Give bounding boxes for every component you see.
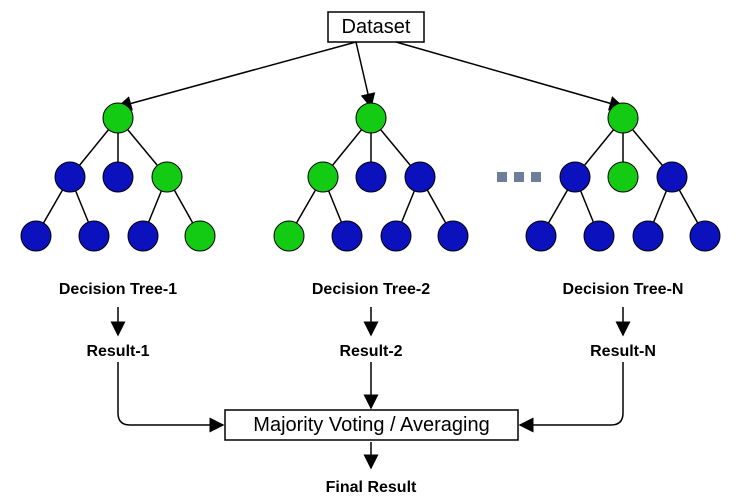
tree0-node-2 [103,162,133,192]
tree2-node-2 [608,162,638,192]
tree0-node-6 [128,221,158,251]
tree1-node-2 [356,162,386,192]
result-arrow-right [520,362,623,425]
tree2-result: Result-N [590,343,656,360]
tree0-result: Result-1 [86,343,149,360]
tree0-node-7 [185,221,215,251]
dataset-arrow-1 [356,42,371,107]
tree2-node-1 [560,162,590,192]
dataset-box-label: Dataset [342,16,411,38]
final-result-label: Final Result [326,479,417,496]
tree2-node-6 [633,221,663,251]
tree2-label: Decision Tree-N [563,281,684,298]
ellipsis-dot [497,172,507,182]
tree2-node-5 [584,221,614,251]
tree2-node-7 [690,221,720,251]
tree2-node-3 [657,162,687,192]
dataset-arrow-2 [396,42,623,107]
dataset-arrow-0 [118,42,356,107]
tree0-node-5 [79,221,109,251]
tree1-node-6 [381,221,411,251]
tree1-label: Decision Tree-2 [312,281,430,298]
agg-box-label: Majority Voting / Averaging [253,414,489,436]
ellipsis-dot [514,172,524,182]
tree1-result: Result-2 [339,343,402,360]
tree1-node-7 [438,221,468,251]
tree0-node-3 [152,162,182,192]
result-arrow-left [118,362,223,425]
tree0-node-0 [103,103,133,133]
tree1-node-5 [332,221,362,251]
tree1-node-3 [405,162,435,192]
tree0-node-4 [21,221,51,251]
tree1-node-4 [274,221,304,251]
tree1-node-0 [356,103,386,133]
tree2-node-4 [526,221,556,251]
ellipsis-dot [531,172,541,182]
tree2-node-0 [608,103,638,133]
tree0-label: Decision Tree-1 [59,281,177,298]
tree1-node-1 [308,162,338,192]
tree0-node-1 [55,162,85,192]
